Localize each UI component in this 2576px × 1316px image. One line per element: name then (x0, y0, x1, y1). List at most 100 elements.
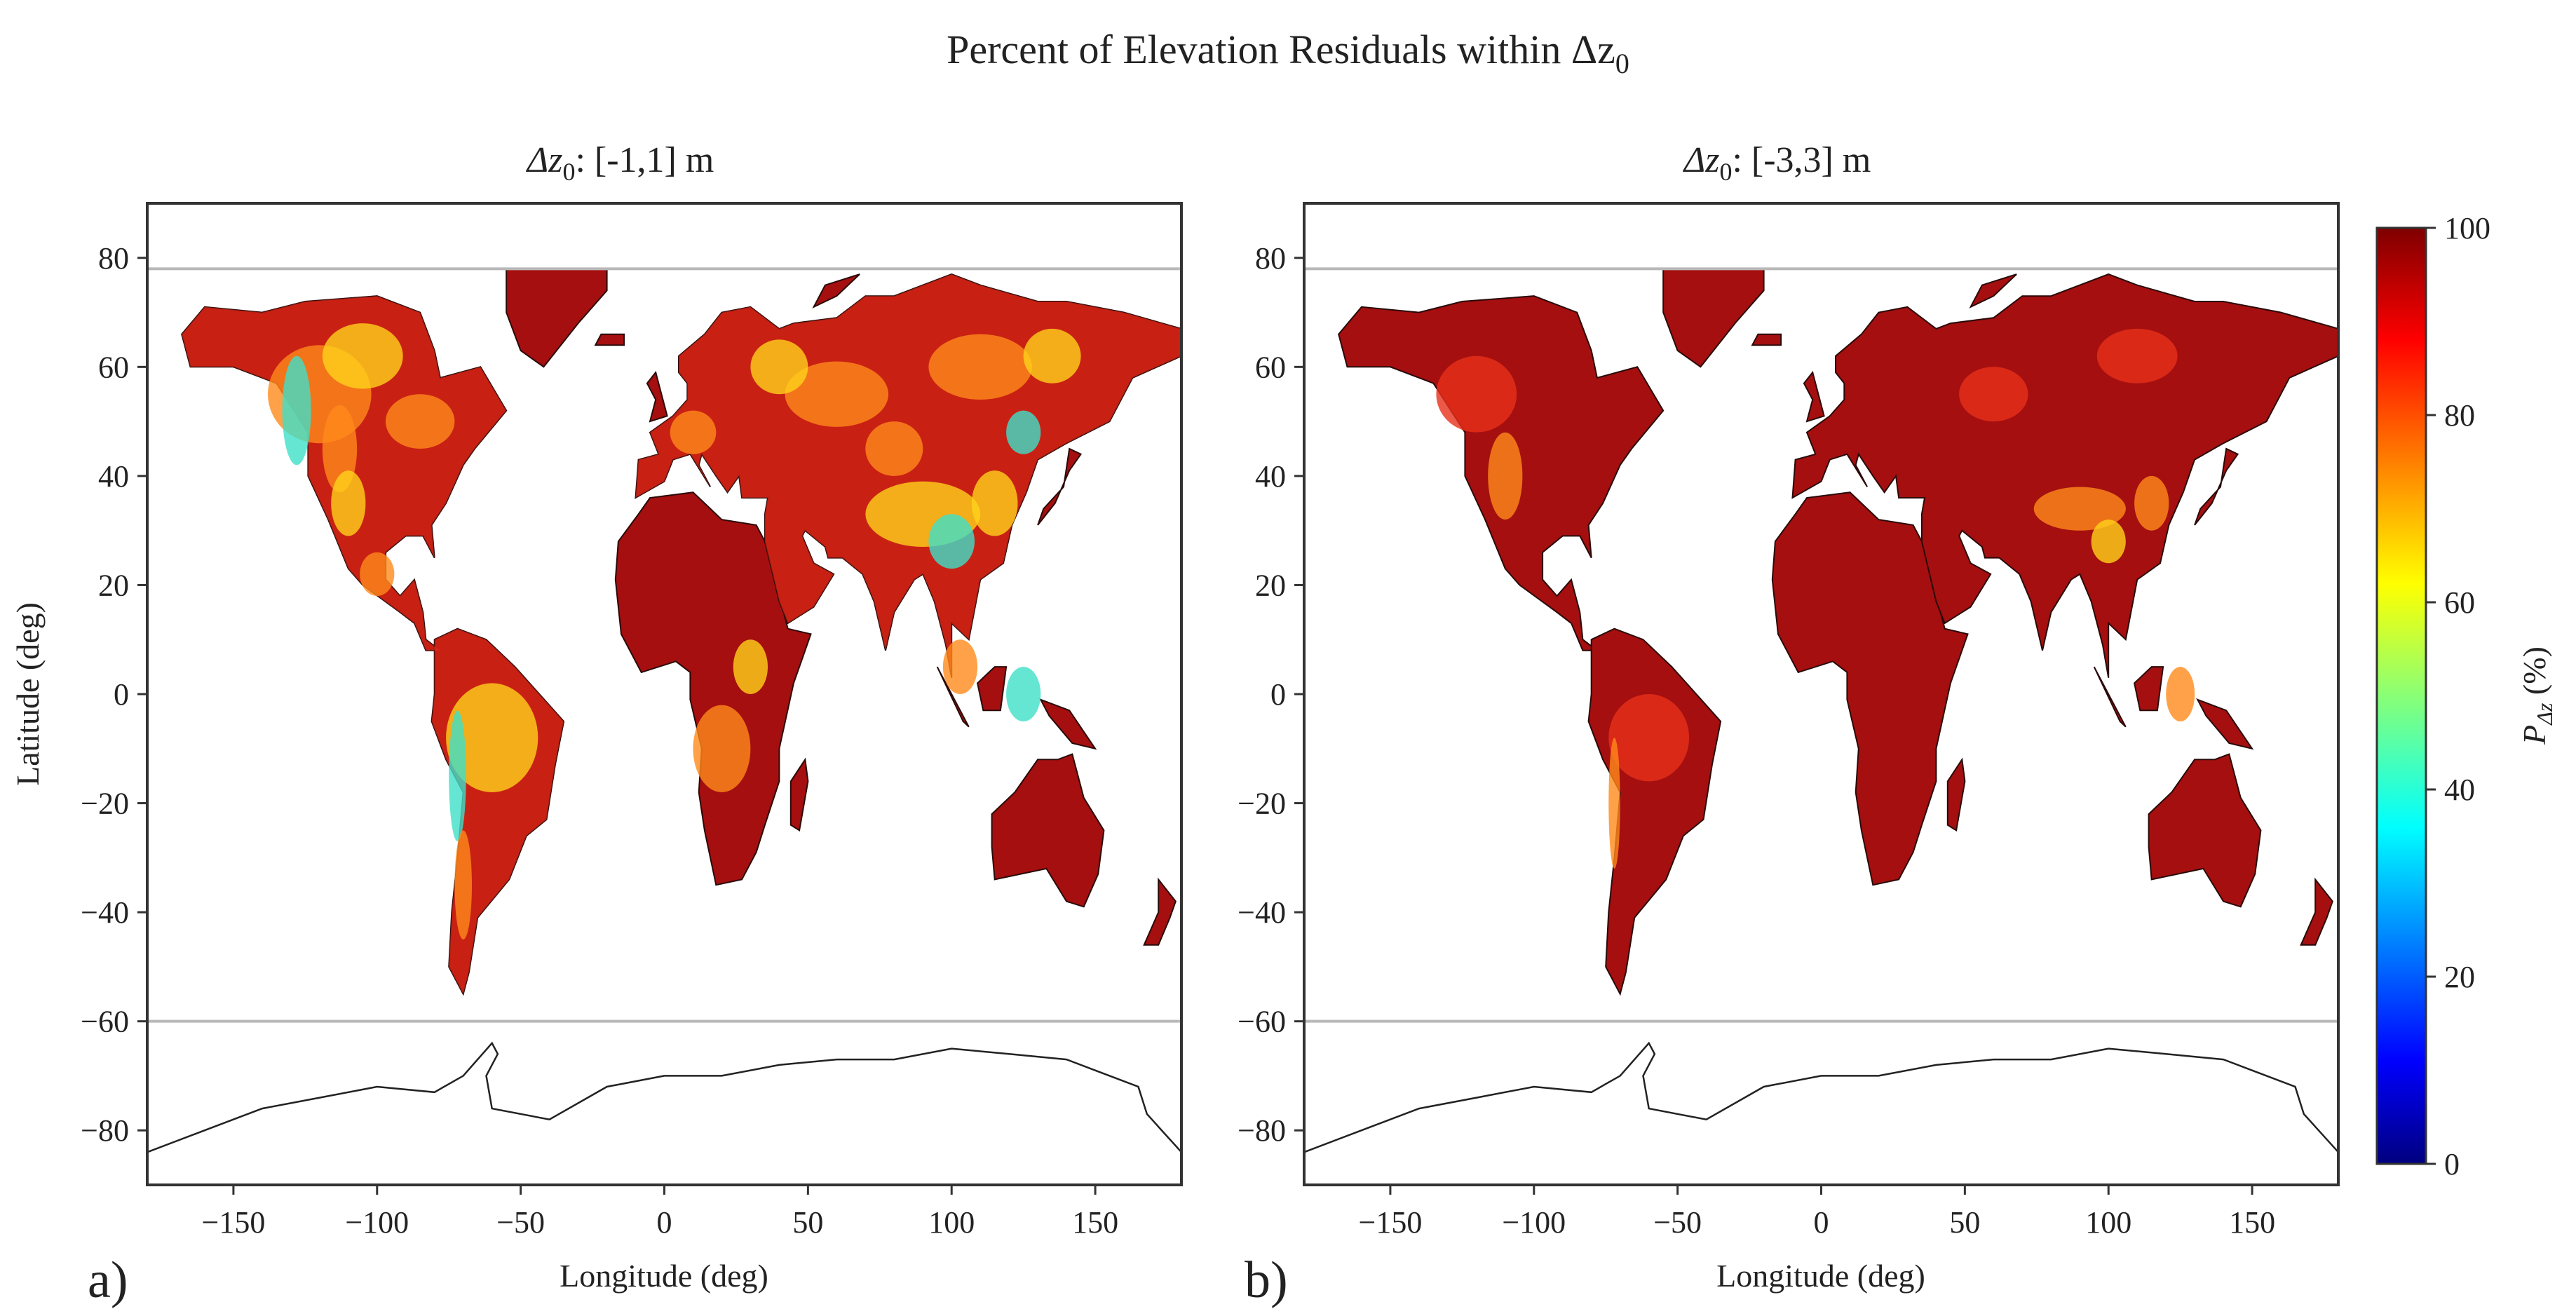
map-colour-patch (360, 552, 395, 597)
landmass-uk (646, 370, 668, 423)
landmass-madagascar (789, 757, 809, 832)
colorbar-gradient (2375, 226, 2427, 1165)
x-tick-label: 150 (1072, 1205, 1118, 1240)
colorbar-tick-label: 20 (2444, 960, 2475, 994)
y-tick-label: 40 (98, 459, 129, 494)
y-tick-label: 80 (98, 241, 129, 276)
map-colour-patch (1436, 355, 1517, 433)
map-colour-patch (1959, 367, 2028, 422)
y-tick-label: 0 (114, 677, 129, 712)
panel-b-label: b) (1245, 1251, 1288, 1309)
map-b-x-axis: −150 −100 −50 0 50 100 150 (1359, 1185, 2275, 1240)
x-tick-label: 50 (1949, 1205, 1980, 1240)
y-tick-label: 20 (1255, 568, 1286, 602)
map-a-land (147, 268, 1182, 1153)
y-tick-label: −60 (81, 1005, 129, 1039)
map-colour-patch (1006, 410, 1041, 454)
antarctica-outline (147, 1041, 1182, 1153)
map-colour-patch (971, 470, 1018, 536)
map-colour-patch (1006, 667, 1041, 721)
map-colour-patch (1488, 432, 1523, 520)
y-tick-label: −80 (81, 1113, 129, 1148)
x-tick-label: 100 (2085, 1205, 2131, 1240)
map-a-x-axis: −150 −100 −50 0 50 100 150 (202, 1185, 1118, 1240)
colorbar-ticks: 100 80 60 40 20 0 (2426, 211, 2490, 1181)
y-tick-label: −40 (81, 895, 129, 930)
map-colour-patch (693, 705, 751, 792)
colorbar-label: PΔz (%) (2516, 646, 2557, 745)
landmass-eurasia (1791, 273, 2339, 678)
map-b-xlabel: Longitude (deg) (1716, 1258, 1925, 1294)
landmass-new-guinea (2196, 698, 2254, 750)
y-tick-label: 60 (1255, 350, 1286, 384)
x-tick-label: 100 (928, 1205, 975, 1240)
map-colour-patch (928, 334, 1032, 400)
landmass-iceland (594, 333, 625, 346)
map-a-reference-lines (147, 267, 1181, 1023)
panel-a-title: Δz0: [-1,1] m (526, 140, 714, 186)
x-tick-label: 50 (792, 1205, 823, 1240)
landmass-madagascar (1946, 757, 1966, 832)
landmass-japan (2194, 447, 2239, 526)
y-tick-label: −20 (1238, 787, 1286, 821)
colorbar-tick-label: 80 (2444, 398, 2475, 433)
y-tick-label: 20 (98, 568, 129, 602)
landmass-australia (2148, 753, 2262, 908)
landmass-uk (1803, 370, 1825, 423)
landmass-australia (991, 753, 1105, 908)
landmass-africa (614, 491, 812, 886)
map-colour-patch (322, 405, 358, 493)
landmass-borneo (977, 666, 1008, 712)
map-colour-patch (785, 361, 889, 427)
map-colour-patch (2033, 487, 2126, 531)
map-b-y-axis: 80 60 40 20 0 −20 −40 −60 −80 (1238, 241, 1304, 1148)
landmass-new-guinea (1039, 698, 1097, 750)
landmass-iceland (1751, 333, 1782, 346)
y-tick-label: −40 (1238, 895, 1286, 930)
map-colour-patch (1023, 328, 1081, 384)
figure-title: Percent of Elevation Residuals within Δz… (947, 27, 1629, 79)
y-tick-label: −20 (81, 787, 129, 821)
colorbar-tick-label: 100 (2444, 211, 2490, 245)
landmass-new-zealand (2300, 877, 2333, 946)
map-colour-patch (386, 394, 455, 449)
map-colour-patch (1608, 693, 1690, 782)
figure-title-subscript: 0 (1615, 48, 1629, 79)
landmass-svalbard-novaya (812, 273, 860, 308)
landmass-sumatra (2093, 666, 2127, 728)
colorbar-tick-label: 60 (2444, 585, 2475, 620)
x-tick-label: −50 (1653, 1205, 1702, 1240)
map-colour-patch (454, 830, 472, 939)
y-tick-label: 0 (1270, 677, 1286, 712)
x-tick-label: −100 (1502, 1205, 1566, 1240)
map-colour-patch (2096, 328, 2178, 384)
x-tick-label: 150 (2229, 1205, 2275, 1240)
map-colour-patch (2134, 475, 2169, 531)
landmass-greenland (1662, 268, 1765, 368)
x-tick-label: 0 (657, 1205, 672, 1240)
landmass-japan (1037, 447, 1083, 526)
landmass-svalbard-novaya (1969, 273, 2017, 308)
y-tick-label: 80 (1255, 241, 1286, 276)
antarctica-outline (1303, 1041, 2339, 1153)
x-tick-label: −100 (345, 1205, 409, 1240)
landmass-africa (1771, 491, 1969, 886)
y-tick-label: −80 (1238, 1113, 1286, 1148)
map-colour-patch (2091, 520, 2126, 564)
x-tick-label: −150 (1359, 1205, 1423, 1240)
map-colour-patch (322, 323, 403, 389)
panel-a-label: a) (88, 1251, 128, 1309)
x-tick-label: 0 (1814, 1205, 1829, 1240)
map-colour-patch (865, 421, 923, 476)
map-colour-patch (2166, 667, 2195, 721)
landmass-sumatra (936, 666, 970, 728)
map-a-y-axis: 80 60 40 20 0 −20 −40 −60 −80 (81, 241, 147, 1148)
map-colour-patch (331, 470, 366, 536)
colorbar-tick-label: 40 (2444, 773, 2475, 807)
map-colour-patch (446, 683, 538, 792)
panel-b: Δz0: [-3,3] m −150 −100 −50 0 50 100 150 80 60 4… (1238, 140, 2340, 1309)
colorbar: 100 80 60 40 20 0 PΔz (%) (2375, 211, 2557, 1181)
map-colour-patch (449, 710, 466, 841)
y-tick-label: 60 (98, 350, 129, 384)
